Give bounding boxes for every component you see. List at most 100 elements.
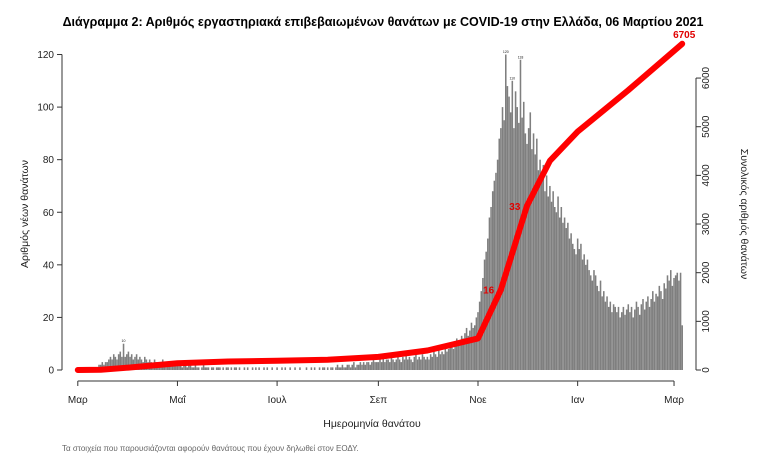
y-axis-left: 0 20 40 60 80 100 120 (37, 50, 63, 377)
bar (130, 354, 133, 370)
bar (340, 367, 342, 370)
bar (367, 362, 370, 370)
bar (421, 354, 424, 370)
bar (127, 351, 130, 370)
bar (620, 312, 623, 370)
bar (526, 143, 528, 370)
plot-area: 120 110 118 10 6705 33 16 (74, 30, 696, 373)
bar (462, 338, 465, 370)
bar (429, 354, 432, 370)
bar (598, 291, 600, 370)
bar (284, 367, 287, 370)
bar (410, 359, 412, 370)
bar (377, 362, 380, 370)
x-tick-label: Ιαν (571, 395, 585, 406)
bar (554, 207, 556, 370)
bar (532, 133, 535, 370)
bar (632, 317, 634, 370)
bar (645, 301, 648, 370)
x-tick-label: Μαρ (68, 395, 88, 406)
bar (655, 293, 657, 370)
bar (344, 367, 347, 370)
bar (178, 364, 180, 370)
bar (191, 367, 193, 370)
bar (604, 301, 607, 370)
bar (568, 238, 571, 370)
y2-axis-title: Συνολικός αριθμός θανάτων (738, 149, 750, 279)
bar (326, 367, 329, 370)
bar (219, 367, 221, 370)
bar (547, 196, 550, 370)
bar (571, 243, 574, 370)
bar (668, 280, 670, 370)
bar (575, 254, 577, 370)
bar (560, 207, 563, 370)
bar (581, 259, 584, 370)
bar (637, 306, 639, 370)
bar (121, 356, 123, 370)
bar (491, 191, 494, 370)
bar (509, 112, 512, 370)
bar (447, 348, 450, 370)
cumulative-line (74, 40, 686, 373)
bar (624, 314, 626, 370)
bar (349, 367, 352, 370)
footer-note: Τα στοιχεία που παρουσιάζονται αφορούν θ… (62, 444, 359, 453)
bar (197, 367, 200, 370)
bar (467, 335, 469, 370)
y2-tick-label: 0 (701, 367, 712, 373)
bar (527, 128, 530, 370)
bar (630, 306, 633, 370)
bar (433, 351, 435, 370)
bar (364, 364, 367, 370)
bar (498, 138, 501, 370)
bar (117, 354, 120, 370)
bar (643, 309, 646, 370)
bar (578, 249, 581, 370)
bar (534, 154, 536, 370)
bar-series (91, 54, 683, 371)
bar (663, 283, 665, 370)
bar (210, 367, 213, 370)
bar (537, 170, 540, 370)
bar (366, 362, 368, 370)
bar (642, 299, 644, 370)
bar (181, 367, 184, 370)
bar (570, 233, 572, 370)
bar (622, 306, 625, 370)
bar (550, 201, 553, 370)
bar (104, 362, 107, 370)
bar (438, 348, 440, 370)
bar (594, 275, 597, 370)
bar (629, 312, 631, 370)
bar (511, 80, 514, 370)
bar (393, 362, 396, 370)
bar (521, 117, 523, 370)
bar (418, 356, 420, 370)
bar (529, 112, 532, 370)
bar (230, 367, 233, 370)
bar (441, 351, 443, 370)
bar (202, 364, 205, 370)
bar (567, 222, 569, 370)
x-axis-title: Ημερομηνία θανάτου (323, 418, 421, 430)
bar (403, 359, 406, 370)
bar (170, 364, 172, 370)
x-axis: Μαρ Μαΐ Ιουλ Σεπ Νοε Ιαν Μαρ (68, 380, 684, 406)
bar (371, 362, 373, 370)
bar (454, 343, 456, 370)
bar (122, 343, 125, 370)
bar (385, 359, 388, 370)
bar (111, 359, 113, 370)
y-tick-label: 20 (43, 313, 55, 324)
bar (380, 362, 383, 370)
bar (114, 356, 117, 370)
bar (222, 367, 224, 370)
bar (679, 272, 682, 370)
bar (653, 301, 656, 370)
bar (442, 354, 445, 370)
bar (175, 364, 177, 370)
bar (488, 217, 491, 370)
bar (540, 180, 543, 370)
